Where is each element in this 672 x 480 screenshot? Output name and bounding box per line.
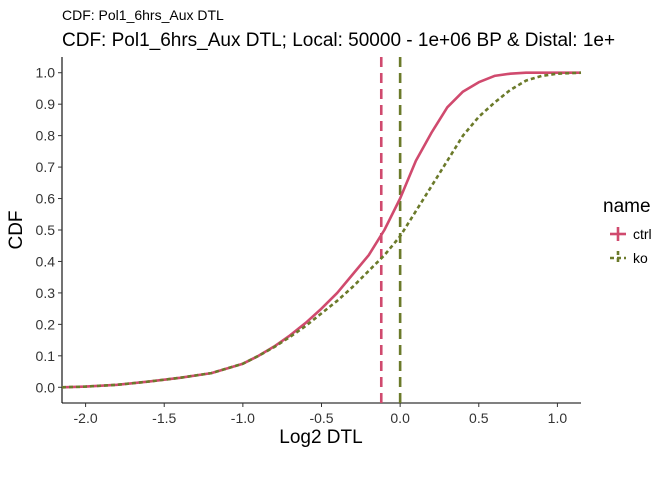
x-tick-label: -0.5 bbox=[309, 410, 333, 426]
plot-area: 0.0 0.1 0.2 0.3 0.4 0.5 0.6 0.7 0.8 0.9 1.0 -2.0 -1.… bbox=[36, 57, 582, 426]
x-axis-label: Log2 DTL bbox=[279, 427, 362, 448]
x-tick-label: -1.0 bbox=[231, 410, 255, 426]
legend-label-ctrl: ctrl bbox=[633, 226, 652, 242]
y-tick-label: 0.1 bbox=[36, 348, 56, 364]
x-tick-label: 0.5 bbox=[469, 410, 489, 426]
chart-title: CDF: Pol1_6hrs_Aux DTL; Local: 50000 - 1… bbox=[62, 30, 615, 51]
x-tick-label: 0.0 bbox=[390, 410, 410, 426]
chart-subtitle: CDF: Pol1_6hrs_Aux DTL bbox=[62, 7, 224, 23]
y-tick-label: 0.8 bbox=[36, 128, 56, 144]
y-tick-label: 0.9 bbox=[36, 96, 56, 112]
y-tick-label: 1.0 bbox=[36, 65, 56, 81]
y-tick-label: 0.2 bbox=[36, 316, 56, 332]
y-tick-label: 0.7 bbox=[36, 159, 56, 175]
legend-label-ko: ko bbox=[633, 250, 648, 266]
y-tick-label: 0.3 bbox=[36, 285, 56, 301]
ko-cdf-line bbox=[61, 71, 582, 389]
legend: name ctrl ko bbox=[603, 196, 652, 266]
y-axis-label: CDF bbox=[6, 210, 27, 249]
ctrl-cdf-line bbox=[61, 71, 581, 389]
y-tick-label: 0.5 bbox=[36, 222, 56, 238]
legend-title: name bbox=[603, 196, 651, 217]
y-tick-label: 0.0 bbox=[36, 379, 56, 395]
x-tick-label: 1.0 bbox=[548, 410, 568, 426]
y-tick-label: 0.4 bbox=[36, 253, 56, 269]
x-tick-label: -1.5 bbox=[152, 410, 176, 426]
x-tick-label: -2.0 bbox=[74, 410, 98, 426]
y-tick-label: 0.6 bbox=[36, 191, 56, 207]
